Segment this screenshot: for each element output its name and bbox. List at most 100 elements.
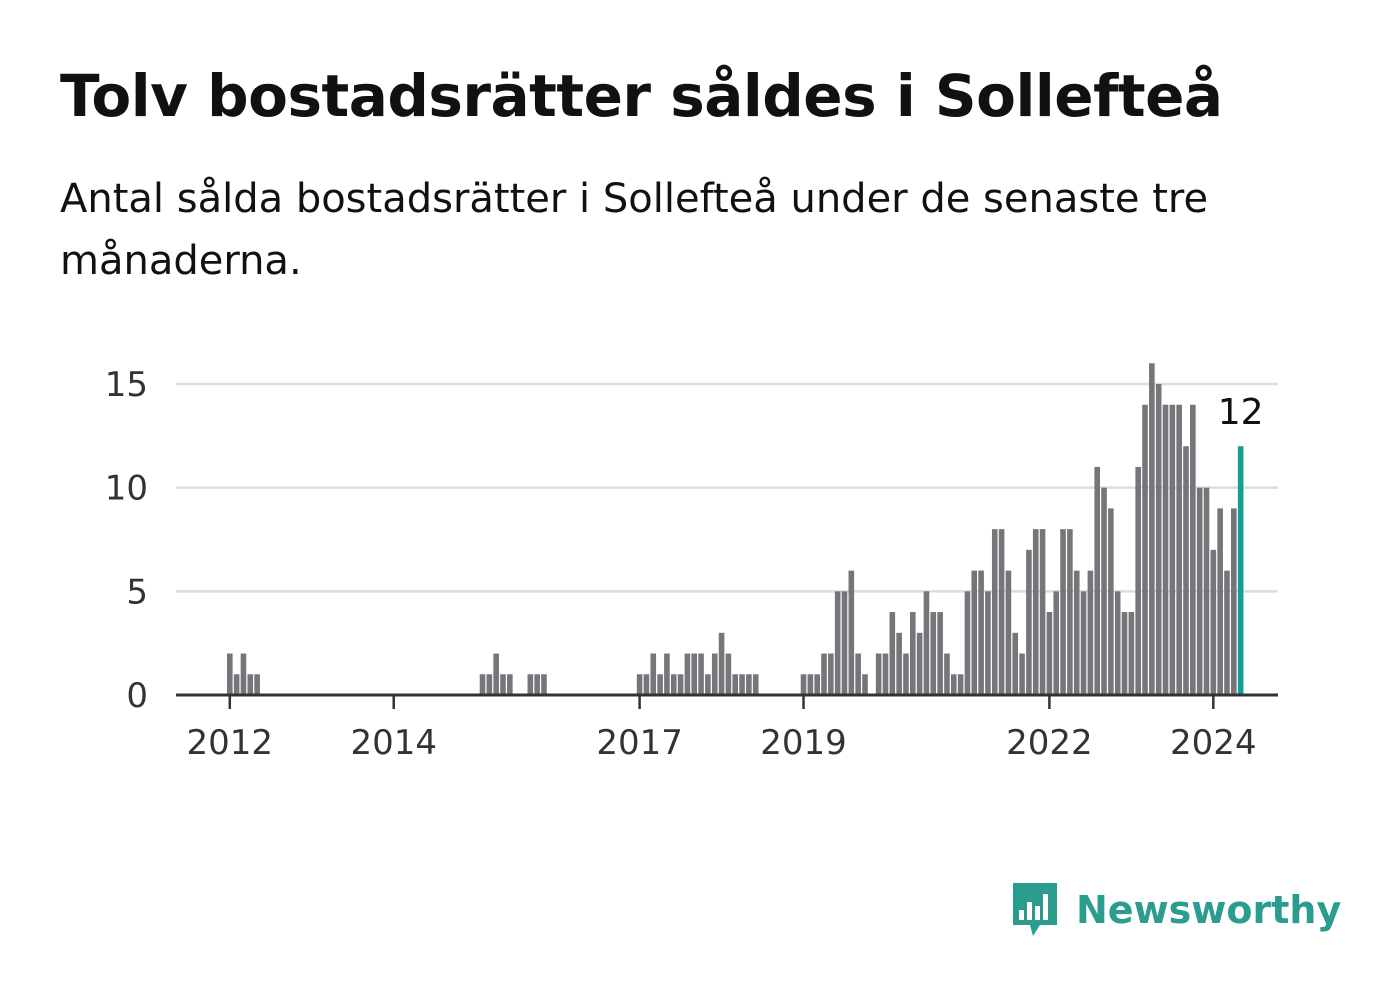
- bar: [247, 674, 254, 695]
- bar: [964, 591, 971, 695]
- bar: [950, 674, 957, 695]
- bar: [1128, 612, 1135, 695]
- bar: [957, 674, 964, 695]
- bar: [1039, 529, 1046, 695]
- bar: [848, 570, 855, 695]
- bar: [1121, 612, 1128, 695]
- bar: [1224, 570, 1230, 695]
- bar: [643, 674, 650, 695]
- bar: [821, 653, 827, 695]
- bar: [684, 653, 691, 695]
- bar: [254, 674, 260, 695]
- bar: [1190, 404, 1196, 695]
- bar: [985, 591, 991, 695]
- bar: [493, 653, 499, 695]
- bar: [998, 529, 1005, 695]
- bar: [500, 674, 506, 695]
- bar: [650, 653, 657, 695]
- bar: [916, 632, 923, 695]
- bar: [1183, 446, 1189, 695]
- bar: [1142, 404, 1148, 695]
- bar: [841, 591, 848, 695]
- brand-logo: Newsworthy: [1010, 878, 1341, 942]
- bar: [882, 653, 889, 695]
- bar: [711, 653, 718, 695]
- bar: [698, 653, 704, 695]
- bar: [1026, 549, 1032, 695]
- bar: [718, 632, 725, 695]
- bar: [677, 674, 684, 695]
- bar: [1231, 508, 1237, 695]
- bar: [971, 570, 978, 695]
- bar: [507, 674, 513, 695]
- x-tick-label: 2024: [1170, 723, 1257, 763]
- bar: [1087, 570, 1094, 695]
- bar: [705, 674, 711, 695]
- bar: [752, 674, 759, 695]
- y-tick-label: 0: [126, 676, 148, 716]
- bar: [1108, 508, 1114, 695]
- chart-subtitle: Antal sålda bostadsrätter i Sollefteå un…: [60, 176, 1209, 284]
- bar: [1210, 549, 1217, 695]
- bar: [1149, 363, 1155, 695]
- bar-chart-speech-bubble-icon: [1013, 883, 1057, 936]
- bar: [1080, 591, 1087, 695]
- bar: [930, 612, 937, 695]
- bar: [1053, 591, 1060, 695]
- bar: [1169, 404, 1176, 695]
- bar: [889, 612, 896, 695]
- bar: [807, 674, 814, 695]
- bar: [725, 653, 732, 695]
- bar: [1135, 466, 1141, 695]
- bar: [1155, 384, 1162, 695]
- bar: [855, 653, 861, 695]
- x-tick-label: 2014: [350, 723, 437, 763]
- bar: [240, 653, 247, 695]
- bar: [862, 674, 868, 695]
- bar: [1019, 653, 1025, 695]
- bar: [875, 653, 882, 695]
- bar: [541, 674, 547, 695]
- y-tick-label: 10: [105, 469, 148, 509]
- bar: [227, 653, 233, 695]
- bar: [479, 674, 486, 695]
- bar: [937, 612, 943, 695]
- bar: [1046, 612, 1053, 695]
- bar: [1060, 529, 1066, 695]
- bar: [739, 674, 745, 695]
- bar: [1032, 529, 1039, 695]
- bar: [233, 674, 240, 695]
- bar: [1196, 487, 1203, 695]
- bar: [828, 653, 834, 695]
- bar: [670, 674, 677, 695]
- y-tick-label: 5: [126, 572, 148, 612]
- bar: [1176, 404, 1182, 695]
- bar: [1005, 570, 1012, 695]
- bar: [834, 591, 841, 695]
- bar: [1101, 487, 1107, 695]
- bar: [800, 674, 807, 695]
- bar: [486, 674, 493, 695]
- x-tick-label: 2022: [1006, 723, 1093, 763]
- bar: [636, 674, 643, 695]
- bar: [1203, 487, 1210, 695]
- bar: [534, 674, 540, 695]
- bar-highlight: [1237, 446, 1244, 695]
- chart-title: Tolv bostadsrätter såldes i Sollefteå: [60, 62, 1223, 130]
- bar: [1012, 632, 1019, 695]
- x-tick-label: 2017: [596, 723, 683, 763]
- bar: [664, 653, 670, 695]
- bar: [691, 653, 698, 695]
- bar: [1217, 508, 1223, 695]
- data-label: 12: [1218, 392, 1264, 433]
- bar: [527, 674, 534, 695]
- bar: [732, 674, 739, 695]
- bar: [1067, 529, 1073, 695]
- bar: [910, 612, 916, 695]
- x-tick-label: 2012: [187, 723, 274, 763]
- bar: [896, 632, 902, 695]
- bar: [991, 529, 998, 695]
- bar: [657, 674, 663, 695]
- bar: [814, 674, 820, 695]
